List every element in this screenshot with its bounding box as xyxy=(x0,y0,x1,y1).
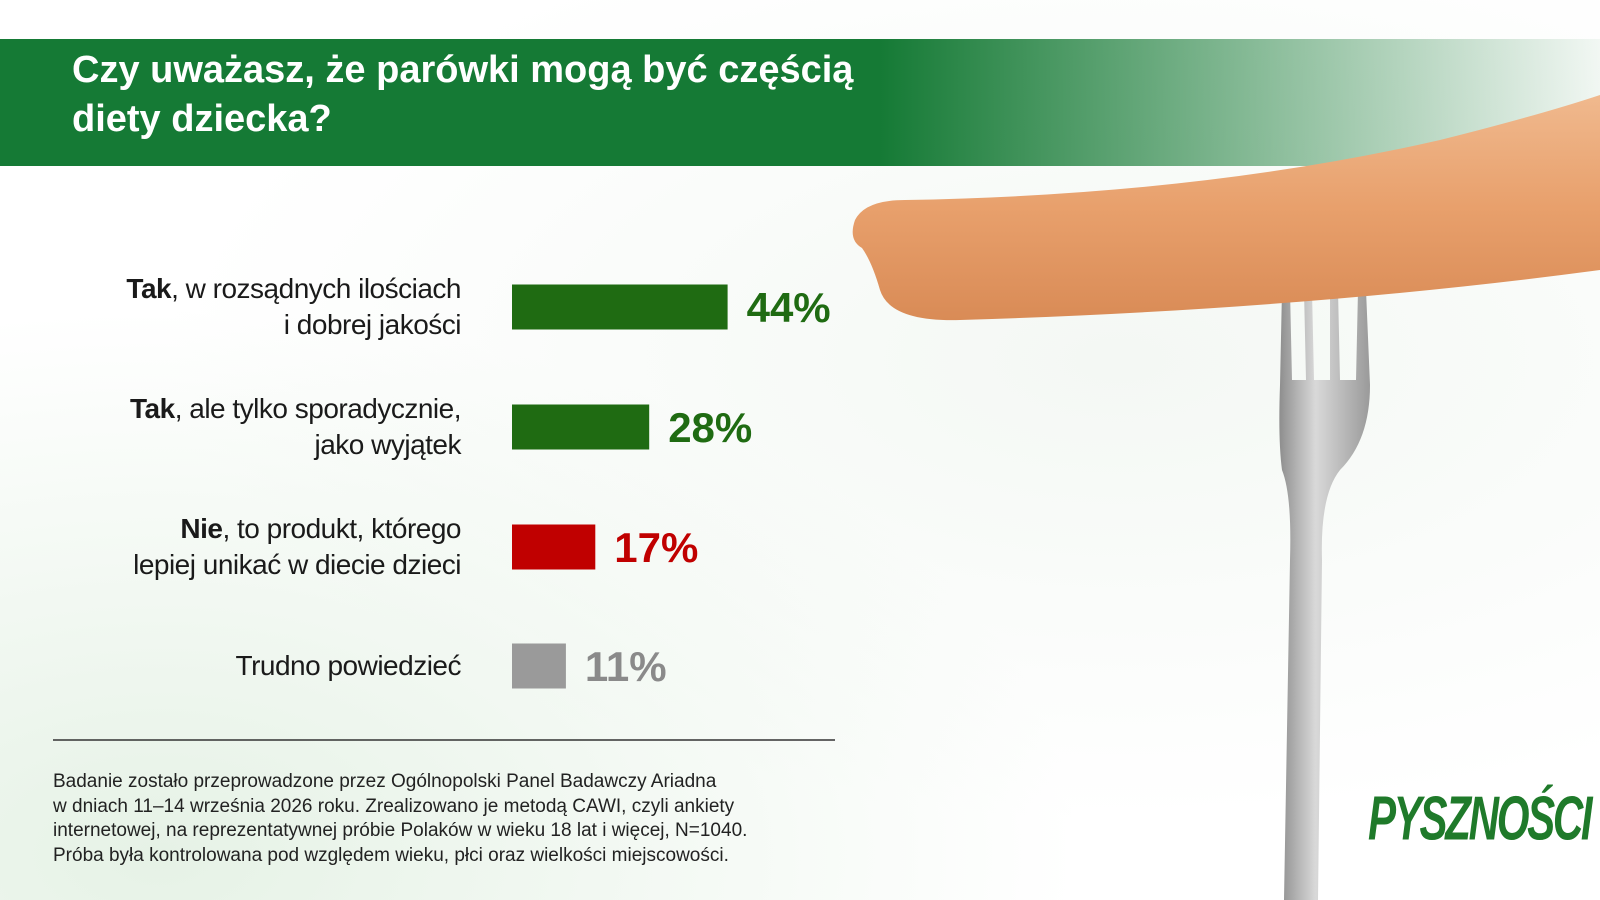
value-label: 44% xyxy=(747,284,831,331)
category-label: Tak, w rozsądnych ilościach i dobrej jak… xyxy=(126,273,461,340)
fork xyxy=(1279,290,1370,900)
footnote-line: Próba była kontrolowana pod względem wie… xyxy=(53,844,729,866)
footnote-line: Badanie zostało przeprowadzone przez Ogó… xyxy=(53,771,717,792)
value-label: 11% xyxy=(585,643,667,690)
logo: PYSZNOŚCI xyxy=(1368,783,1596,853)
bar xyxy=(512,284,728,330)
category-label: Tak, ale tylko sporadycznie, jako wyjąte… xyxy=(130,393,461,460)
logo-text: PYSZNOŚCI xyxy=(1368,783,1594,853)
bar xyxy=(512,404,650,450)
footnote: Badanie zostało przeprowadzone przez Ogó… xyxy=(53,770,747,868)
value-label: 28% xyxy=(668,404,752,451)
sausage xyxy=(852,95,1600,321)
category-label: Trudno powiedzieć xyxy=(235,650,462,681)
bar xyxy=(512,643,566,689)
footnote-line: internetowej, na reprezentatywnej próbie… xyxy=(53,820,748,841)
chart-title: Czy uważasz, że parówki mogą być częścią… xyxy=(72,49,854,140)
header-band xyxy=(0,39,1600,166)
category-label: Nie, to produkt, którego lepiej unikać w… xyxy=(133,513,461,580)
bar xyxy=(512,524,596,570)
footnote-line: w dniach 11–14 września 2026 roku. Zreal… xyxy=(53,795,735,817)
value-label: 17% xyxy=(614,524,698,571)
